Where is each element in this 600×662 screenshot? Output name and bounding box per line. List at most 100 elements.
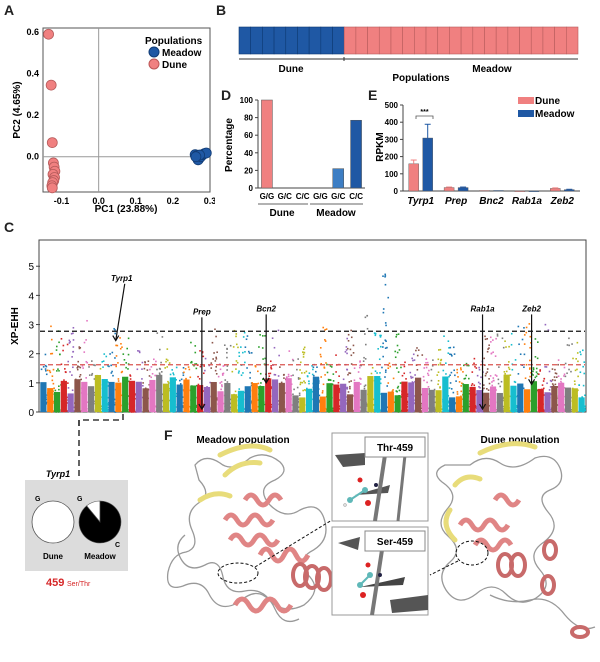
manhattan-point bbox=[500, 411, 502, 413]
manhattan-point bbox=[571, 387, 574, 390]
manhattan-point bbox=[513, 380, 516, 383]
manhattan-point bbox=[556, 386, 559, 388]
manhattan-point bbox=[125, 362, 128, 364]
manhattan-point bbox=[233, 393, 235, 396]
manhattan-point bbox=[559, 410, 561, 413]
manhattan-point bbox=[122, 405, 125, 408]
manhattan-point bbox=[512, 410, 515, 413]
manhattan-point bbox=[238, 355, 241, 358]
manhattan-point bbox=[99, 404, 102, 407]
manhattan-point bbox=[215, 398, 218, 400]
manhattan-point bbox=[563, 409, 566, 412]
manhattan-point bbox=[185, 406, 188, 409]
manhattan-point bbox=[429, 407, 432, 410]
manhattan-point bbox=[102, 383, 105, 386]
manhattan-point bbox=[411, 408, 413, 410]
manhattan-point bbox=[287, 373, 290, 376]
manhattan-point bbox=[531, 384, 534, 387]
manhattan-point bbox=[355, 406, 358, 408]
manhattan-point bbox=[554, 383, 557, 386]
manhattan-point bbox=[425, 366, 428, 369]
manhattan-point bbox=[73, 410, 76, 412]
manhattan-point bbox=[323, 366, 326, 369]
manhattan-point bbox=[525, 326, 528, 329]
manhattan-point bbox=[479, 386, 481, 389]
manhattan-chrom-block bbox=[135, 381, 142, 412]
manhattan-point bbox=[83, 392, 86, 395]
manhattan-chrom-block bbox=[483, 392, 490, 412]
manhattan-point bbox=[109, 394, 112, 396]
manhattan-point bbox=[471, 383, 474, 385]
manhattan-point bbox=[226, 395, 229, 398]
manhattan-point bbox=[51, 379, 54, 382]
manhattan-point bbox=[72, 326, 75, 329]
manhattan-point bbox=[421, 354, 424, 356]
manhattan-point bbox=[396, 351, 399, 354]
manhattan-point bbox=[326, 410, 329, 413]
manhattan-point bbox=[500, 406, 502, 409]
manhattan-point bbox=[176, 404, 179, 407]
manhattan-point bbox=[172, 400, 174, 403]
manhattan-point bbox=[568, 344, 570, 347]
manhattan-point bbox=[485, 372, 487, 375]
manhattan-point bbox=[296, 401, 299, 403]
site-aa: Ser/Thr bbox=[67, 581, 91, 588]
manhattan-point bbox=[439, 362, 442, 364]
manhattan-point bbox=[508, 345, 510, 348]
manhattan-point bbox=[574, 405, 576, 407]
manhattan-point bbox=[318, 394, 321, 397]
manhattan-point bbox=[131, 393, 134, 396]
manhattan-point bbox=[102, 360, 105, 362]
manhattan-point bbox=[302, 351, 304, 353]
manhattan-point bbox=[117, 362, 119, 364]
manhattan-point bbox=[190, 361, 192, 364]
manhattan-point bbox=[567, 397, 569, 399]
manhattan-point bbox=[500, 380, 503, 383]
manhattan-point bbox=[424, 404, 427, 406]
manhattan-point bbox=[442, 398, 444, 401]
pca-xtick-label: 0.3 bbox=[204, 196, 215, 206]
manhattan-point bbox=[158, 377, 160, 380]
manhattan-point bbox=[58, 400, 61, 403]
manhattan-point bbox=[279, 366, 281, 368]
structure-segment bbox=[308, 26, 322, 55]
manhattan-point bbox=[478, 385, 480, 388]
manhattan-point bbox=[572, 411, 575, 413]
manhattan-point bbox=[397, 397, 400, 399]
manhattan-point bbox=[88, 366, 90, 368]
manhattan-point bbox=[249, 409, 252, 411]
manhattan-point bbox=[504, 410, 506, 413]
manhattan-point bbox=[112, 374, 114, 377]
manhattan-chrom-block bbox=[517, 383, 524, 412]
manhattan-point bbox=[42, 407, 45, 409]
manhattan-point bbox=[236, 396, 239, 398]
manhattan-point bbox=[245, 338, 248, 341]
manhattan-point bbox=[545, 366, 548, 368]
manhattan-chrom-block bbox=[428, 389, 435, 412]
manhattan-point bbox=[524, 377, 527, 380]
manhattan-point bbox=[321, 407, 324, 410]
manhattan-point bbox=[494, 401, 497, 404]
manhattan-point bbox=[170, 398, 173, 401]
manhattan-point bbox=[68, 405, 70, 407]
manhattan-point bbox=[492, 351, 494, 354]
manhattan-point bbox=[345, 346, 348, 348]
manhattan-point bbox=[252, 390, 254, 392]
arrow-head-icon bbox=[198, 403, 206, 411]
manhattan-point bbox=[468, 392, 470, 395]
manhattan-point bbox=[160, 371, 163, 373]
manhattan-point bbox=[133, 395, 136, 397]
manhattan-point bbox=[356, 387, 359, 389]
manhattan-point bbox=[410, 411, 413, 413]
manhattan-point bbox=[52, 390, 54, 393]
manhattan-point bbox=[247, 411, 249, 413]
manhattan-point bbox=[103, 353, 106, 355]
manhattan-point bbox=[43, 404, 46, 406]
manhattan-point bbox=[456, 409, 459, 412]
manhattan-point bbox=[330, 366, 333, 368]
manhattan-point bbox=[292, 359, 295, 362]
manhattan-chrom-block bbox=[47, 388, 54, 412]
manhattan-point bbox=[363, 385, 366, 388]
gene-annotation-label: Prep bbox=[193, 307, 211, 316]
manhattan-point bbox=[237, 399, 240, 402]
